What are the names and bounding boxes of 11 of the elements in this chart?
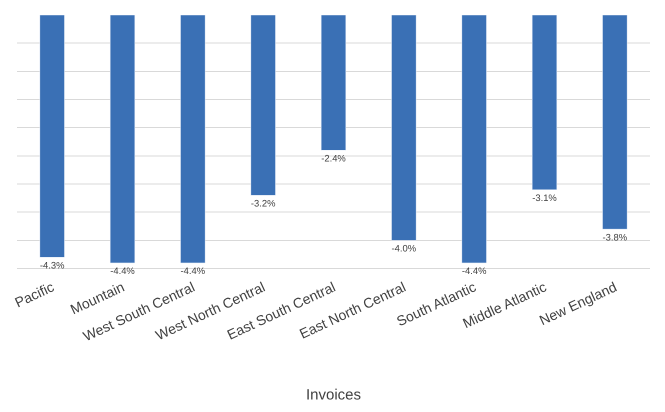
data-label: -4.3% (40, 259, 66, 270)
data-label: -4.4% (462, 265, 488, 276)
x-axis-title: Invoices (306, 386, 362, 404)
x-tick-label: Pacific (12, 278, 56, 310)
data-label: -2.4% (321, 152, 346, 164)
data-label: -3.8% (602, 231, 628, 242)
data-label: -4.4% (180, 265, 206, 276)
data-label: -4.4% (110, 265, 136, 276)
data-label: -4.0% (392, 242, 417, 254)
data-label: -3.1% (532, 192, 558, 203)
data-label: -3.2% (250, 197, 276, 208)
